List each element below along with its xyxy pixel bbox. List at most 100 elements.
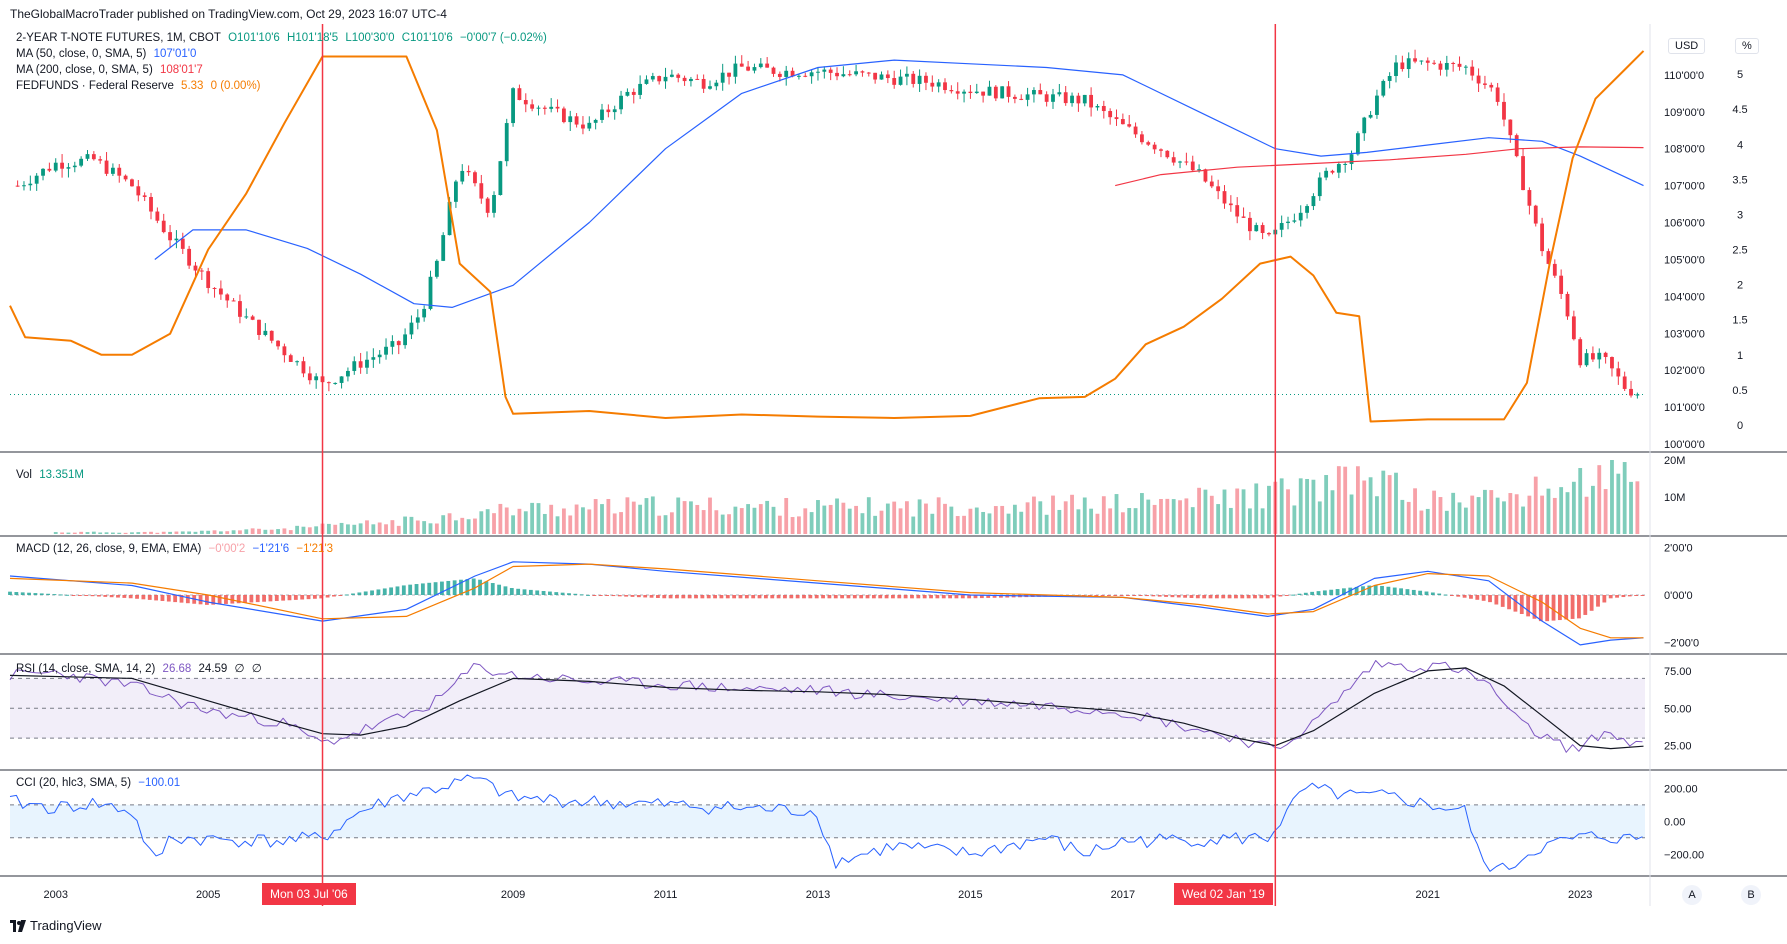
volume-bar [1597, 465, 1602, 534]
legend-fedfunds-row[interactable]: FEDFUNDS · Federal Reserve 5.33 0 (0.00%… [16, 80, 265, 92]
volume-bar [917, 499, 922, 534]
candle-body [479, 183, 484, 199]
volume-bar [1025, 502, 1030, 534]
macd-histogram-bar [1589, 595, 1594, 611]
volume-bar [568, 515, 573, 534]
macd-histogram-bar [1322, 590, 1327, 595]
volume-bar [561, 508, 566, 534]
macd-histogram-bar [770, 595, 775, 599]
candle-body [650, 76, 655, 80]
macd-histogram-bar [135, 595, 139, 599]
auto-scale-button[interactable]: A [1682, 885, 1702, 905]
volume-bar [828, 504, 833, 534]
volume-bar [1610, 460, 1614, 534]
candle-body [1254, 225, 1259, 232]
macd-histogram-bar [846, 595, 851, 599]
volume-bar [797, 516, 801, 534]
candle-body [1559, 275, 1564, 294]
volume-bar [1140, 493, 1144, 534]
volume-bar [714, 510, 719, 534]
candle-body [377, 354, 382, 358]
candle-body [1146, 142, 1151, 145]
volume-bar [377, 522, 382, 534]
candle-body [1406, 58, 1411, 70]
macd-histogram-bar [986, 595, 991, 598]
volume-bar [454, 520, 458, 534]
macd-histogram-bar [1202, 595, 1207, 599]
macd-histogram-bar [306, 595, 311, 600]
rsi-axis-tick: 25.00 [1664, 741, 1692, 753]
macd-histogram-bar [71, 595, 76, 596]
legend-cci-row[interactable]: CCI (20, hlc3, SMA, 5) −100.01 [16, 777, 184, 789]
b-button[interactable]: B [1741, 885, 1761, 905]
legend-fedfunds-value: 5.33 [181, 80, 204, 92]
legend-vol-row[interactable]: Vol 13.351M [16, 469, 88, 481]
volume-bar [854, 505, 858, 534]
candle-body [835, 72, 839, 77]
macd-histogram-bar [1151, 595, 1156, 597]
fedfunds-axis-tick: 0.5 [1732, 385, 1747, 397]
candle-body [663, 76, 668, 82]
candle-body [866, 72, 871, 74]
fedfunds-axis-tick: 2 [1737, 280, 1743, 292]
candle-body [1622, 376, 1627, 389]
volume-bar [555, 516, 560, 534]
candle-body [816, 71, 820, 73]
volume-bar [104, 532, 109, 534]
candle-body [415, 317, 420, 323]
legend-ma200-row[interactable]: MA (200, close, 0, SMA, 5) 108'01'7 [16, 64, 207, 76]
candle-body [1591, 353, 1595, 360]
macd-histogram-bar [1577, 595, 1581, 619]
volume-bar [371, 524, 376, 534]
legend-open: O101'10'6 [228, 32, 280, 44]
volume-bar [549, 504, 554, 534]
macd-histogram-bar [1500, 595, 1505, 607]
candle-body [917, 75, 922, 84]
macd-histogram-bar [262, 595, 266, 602]
macd-histogram-bar [1373, 585, 1378, 595]
volume-bar [396, 525, 401, 534]
macd-histogram-bar [1551, 595, 1556, 621]
volume-bar [441, 515, 446, 534]
volume-bar [123, 532, 128, 534]
candle-body [390, 341, 395, 347]
candle-body [1362, 117, 1367, 134]
tradingview-brand[interactable]: TradingView [10, 918, 102, 933]
macd-histogram-bar [185, 595, 190, 604]
candle-body [218, 288, 223, 295]
candle-body [1610, 357, 1614, 369]
candle-body [841, 74, 846, 77]
volume-bar [91, 531, 96, 534]
legend-symbol-row[interactable]: 2-YEAR T-NOTE FUTURES, 1M, CBOT O101'10'… [16, 32, 551, 44]
macd-histogram-bar [1583, 595, 1588, 615]
volume-bar [358, 523, 363, 534]
candle-body [1070, 95, 1074, 104]
candle-body [733, 63, 738, 77]
ma200-line [1115, 146, 1644, 187]
legend-ma50-row[interactable]: MA (50, close, 0, SMA, 5) 107'01'0 [16, 48, 200, 60]
legend-symbol: 2-YEAR T-NOTE FUTURES, 1M, CBOT [16, 32, 221, 44]
volume-bar [447, 513, 452, 534]
volume-bar [180, 531, 185, 534]
macd-histogram-bar [1640, 595, 1645, 596]
fedfunds-axis-tick: 4 [1737, 139, 1743, 151]
volume-bar [669, 512, 674, 534]
candle-body [828, 69, 833, 73]
macd-histogram-bar [1214, 595, 1219, 599]
candle-body [1355, 133, 1360, 155]
candle-body [1190, 161, 1195, 171]
volume-bar [866, 497, 871, 534]
macd-histogram-bar [293, 595, 298, 600]
legend-macd-row[interactable]: MACD (12, 26, close, 9, EMA, EMA) −0'00'… [16, 543, 337, 555]
legend-rsi-row[interactable]: RSI (14, close, SMA, 14, 2) 26.68 24.59 … [16, 661, 266, 675]
volume-bar [193, 531, 198, 534]
percent-button[interactable]: % [1735, 38, 1759, 54]
macd-histogram-bar [230, 595, 235, 604]
macd-histogram-bar [1399, 588, 1403, 595]
macd-histogram-bar [1608, 595, 1613, 599]
macd-histogram-bar [154, 595, 159, 601]
macd-histogram-bar [141, 595, 146, 600]
currency-button[interactable]: USD [1668, 38, 1706, 54]
macd-histogram-bar [992, 595, 997, 598]
